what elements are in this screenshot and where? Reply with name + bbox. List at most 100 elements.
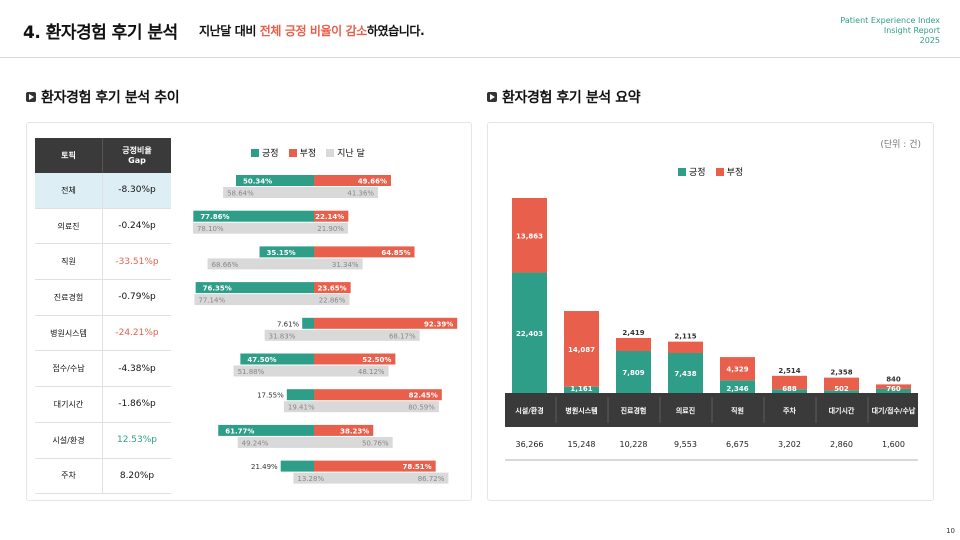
label-positive: 77.86% — [200, 213, 229, 221]
gap-cell: -24.21%p — [115, 328, 159, 339]
label-negative: 49.66% — [358, 178, 387, 186]
bar-negative — [314, 389, 442, 401]
label-last-negative: 68.17% — [389, 332, 416, 340]
bar-positive — [772, 389, 807, 393]
label-negative: 64.85% — [381, 249, 410, 257]
bar-negative — [564, 311, 599, 387]
bar-positive — [280, 460, 314, 472]
legend-label: 부정 — [299, 149, 317, 159]
bar-last-negative — [314, 436, 393, 448]
bar-last-negative — [314, 472, 449, 484]
bar-positive — [512, 272, 547, 393]
bar-negative — [824, 377, 859, 391]
bar-positive — [235, 175, 314, 186]
legend-swatch — [288, 148, 297, 157]
gap-cell: -0.24%p — [118, 221, 156, 232]
label-negative: 840 — [886, 375, 901, 383]
bar-negative — [314, 210, 349, 222]
label-last-positive: 31.83% — [269, 332, 296, 340]
legend-label: 긍정 — [689, 168, 706, 178]
label-positive: 35.15% — [267, 249, 296, 257]
category-label: 시설/환경 — [515, 406, 543, 415]
label-last-negative: 48.12% — [358, 368, 385, 376]
total-value: 10,228 — [620, 440, 648, 449]
topic-cell: 주차 — [35, 458, 103, 494]
bar-last-positive — [223, 187, 314, 198]
bar-negative — [668, 341, 703, 354]
bar-positive — [668, 353, 703, 393]
bar-negative — [314, 317, 458, 329]
label-negative: 2,115 — [674, 333, 696, 341]
total-value: 2,860 — [830, 440, 853, 449]
label-last-positive: 19.41% — [288, 404, 315, 412]
bar-last-positive — [207, 258, 314, 270]
subtitle-post: 하였습니다. — [366, 24, 425, 38]
legend-item-positive: 긍정 — [678, 165, 706, 178]
legend-label: 부정 — [726, 168, 744, 178]
total-value: 6,675 — [726, 440, 749, 449]
topic-cell: 의료진 — [35, 208, 103, 244]
bar-last-positive — [283, 401, 314, 413]
bar-negative — [720, 357, 755, 381]
label-last-negative: 50.76% — [362, 439, 389, 447]
brand-line-3: 2025 — [919, 36, 940, 45]
bar-positive — [824, 390, 859, 393]
bar-last-positive — [233, 365, 314, 377]
bar-negative — [876, 384, 911, 389]
gap-table-header: 토픽 긍정비율 Gap — [35, 138, 171, 173]
gap-table-body: 전체 -8.30%p 의료진 -0.24%p 직원 -33.51%p 진료경험 -0.79%p… — [35, 173, 171, 495]
legend-label: 긍정 — [262, 149, 279, 159]
bar-last-negative — [314, 222, 348, 234]
bar-negative — [314, 353, 396, 365]
label-positive: 22,403 — [516, 330, 543, 338]
brand-line-1: Patient Experience Index — [840, 16, 940, 25]
legend-item-negative: 부정 — [288, 146, 317, 159]
label-last-positive: 77.14% — [198, 297, 225, 305]
label-negative: 13,863 — [516, 232, 543, 240]
table-row: 주차 8.20%p — [35, 458, 171, 495]
gap-cell: 8.20%p — [119, 470, 155, 481]
page-number: 10 — [946, 527, 955, 535]
total-value: 3,202 — [778, 440, 801, 449]
table-row: 의료진 -0.24%p — [35, 208, 171, 245]
topic-cell: 전체 — [35, 173, 103, 208]
trend-chart: 50.34% 49.66% 58.64% 41.36% 77.86% 22.14% 78.1… — [192, 175, 458, 484]
bar-positive — [616, 351, 651, 393]
bar-negative — [314, 282, 351, 294]
gap-cell: -33.51%p — [115, 256, 159, 267]
bar-last-negative — [314, 187, 379, 198]
label-last-positive: 51.88% — [238, 368, 265, 376]
summary-legend: 긍정 부정 — [678, 165, 753, 178]
legend-swatch — [678, 167, 686, 176]
topic-cell: 직원 — [35, 244, 103, 280]
label-negative: 2,358 — [830, 369, 852, 377]
total-value: 36,266 — [516, 440, 544, 449]
summary-panel: (단위 : 건) 긍정 부정 22,403 13,863 1,161 14,087 7,… — [487, 122, 934, 501]
label-positive: 7,438 — [674, 370, 696, 378]
label-negative: 78.51% — [403, 463, 432, 471]
page-subtitle: 지난달 대비 전체 긍정 비율이 감소하였습니다. — [199, 22, 425, 39]
gap-cell: 12.53%p — [116, 435, 158, 446]
bar-last-negative — [314, 294, 350, 306]
label-positive: 17.55% — [257, 392, 284, 400]
label-negative: 23.65% — [318, 285, 347, 293]
topic-cell: 접수/수납 — [35, 351, 103, 387]
bar-positive — [193, 210, 314, 222]
label-positive: 7.61% — [277, 320, 300, 328]
label-last-negative: 31.34% — [332, 261, 359, 269]
bar-last-negative — [314, 401, 439, 413]
bar-negative — [512, 198, 547, 273]
label-last-negative: 21.90% — [317, 225, 344, 233]
table-row: 직원 -33.51%p — [35, 244, 171, 281]
subtitle-pre: 지난달 대비 — [199, 24, 256, 38]
bar-last-positive — [192, 222, 314, 234]
legend-label: 지난 달 — [337, 149, 365, 159]
label-last-negative: 80.59% — [408, 404, 435, 412]
label-positive: 76.35% — [203, 285, 232, 293]
subtitle-highlight: 전체 긍정 비율이 감소 — [259, 24, 368, 38]
bar-last-negative — [314, 329, 420, 341]
legend-item-last-month: 지난 달 — [326, 146, 365, 159]
bar-positive — [564, 386, 599, 393]
bar-positive — [302, 317, 314, 329]
trend-panel: 토픽 긍정비율 Gap 전체 -8.30%p 의료진 -0.24%p 직원 -33.51%… — [26, 122, 472, 501]
